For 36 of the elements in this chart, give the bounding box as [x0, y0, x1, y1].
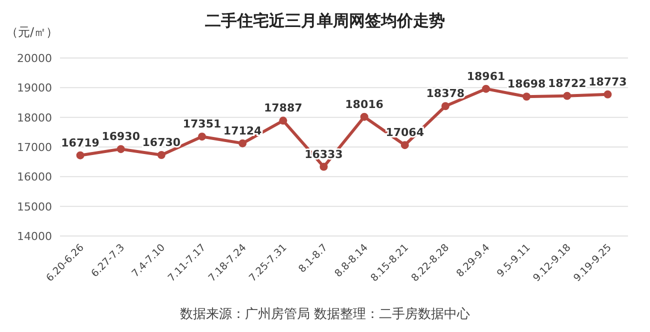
point — [279, 116, 288, 125]
data-label: 18698 — [507, 78, 546, 91]
point — [116, 145, 125, 154]
data-label: 18961 — [466, 70, 506, 83]
y-tick-label: 18000 — [17, 111, 52, 124]
data-label: 18773 — [588, 75, 627, 88]
data-label: 16730 — [142, 136, 181, 150]
point — [320, 162, 328, 171]
y-tick-label: 15000 — [17, 200, 52, 214]
point — [198, 132, 206, 141]
point — [522, 92, 531, 101]
data-label: 16719 — [61, 136, 100, 150]
y-tick-label: 14000 — [17, 230, 52, 243]
point — [482, 84, 490, 93]
point — [441, 102, 450, 110]
point — [360, 112, 368, 121]
source-note: 数据来源：广州房管局 数据整理：二手房数据中心 — [180, 306, 470, 322]
data-label: 17887 — [264, 102, 302, 115]
data-label: 16930 — [102, 130, 140, 144]
point — [563, 92, 572, 100]
y-tick-label: 17000 — [17, 141, 52, 154]
point — [157, 151, 166, 160]
y-axis-title: （元/㎡） — [6, 25, 58, 39]
chart-title: 二手住宅近三月单周网签均价走势 — [205, 11, 445, 30]
point — [400, 141, 409, 150]
data-label: 18016 — [345, 98, 384, 111]
point — [604, 90, 612, 98]
y-tick-label: 16000 — [17, 170, 52, 184]
y-tick-label: 20000 — [17, 52, 52, 65]
point — [76, 151, 84, 160]
data-label: 18722 — [548, 76, 586, 90]
point — [238, 139, 247, 148]
data-label: 17124 — [223, 124, 262, 138]
y-tick-label: 19000 — [17, 82, 52, 95]
data-label: 18378 — [426, 87, 465, 100]
data-label: 17351 — [182, 118, 222, 131]
